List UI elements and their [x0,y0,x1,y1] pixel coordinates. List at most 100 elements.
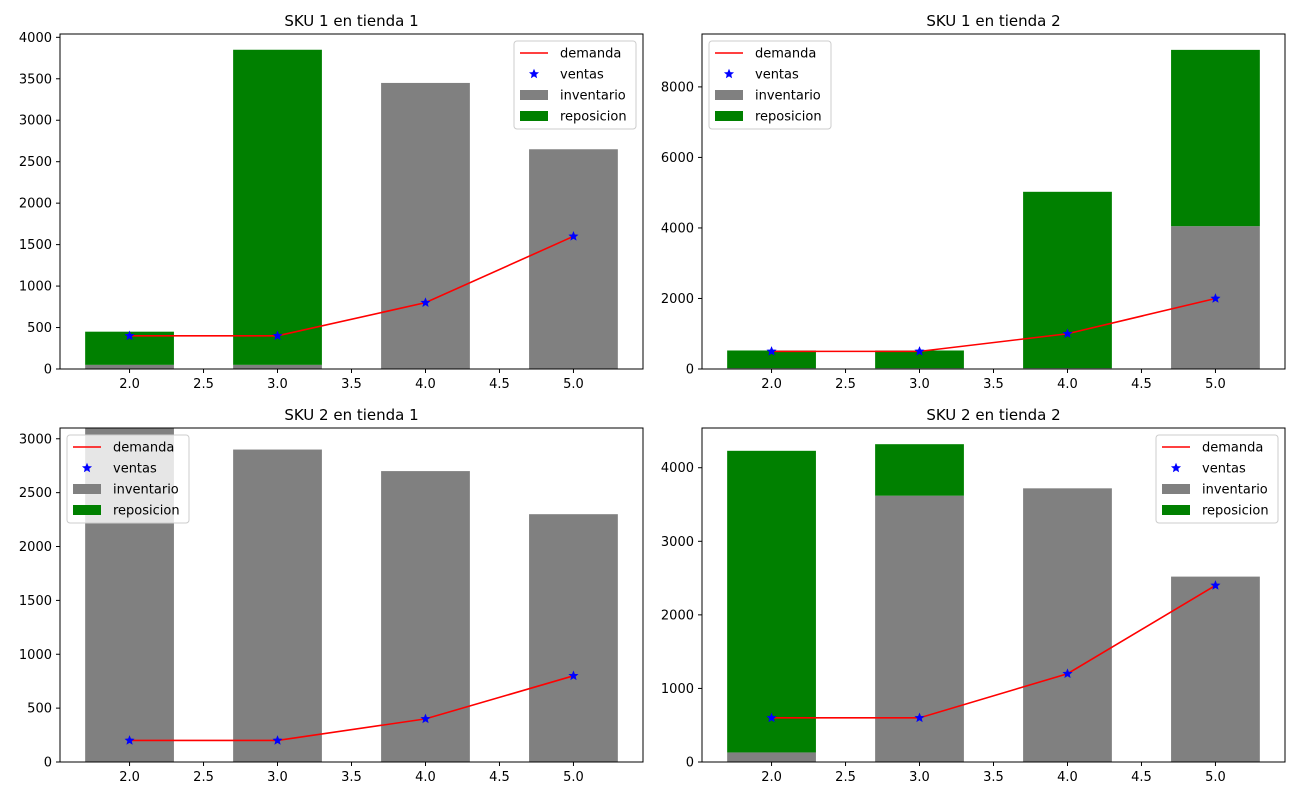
marker-ventas [124,330,135,341]
legend-label-inventario: inventario [113,483,179,498]
legend-label-ventas: ventas [113,462,157,477]
y-tick-label: 2500 [19,486,52,501]
marker-ventas [568,231,579,241]
legend-label-reposicion: reposicion [755,110,822,125]
plot-area [727,49,1260,369]
legend-label-reposicion: reposicion [560,110,627,125]
legend-label-reposicion: reposicion [1202,504,1269,519]
x-tick-label: 2.5 [835,770,856,785]
subplot-1: 2.0 2.5 3.0 3.5 4.0 4.5 5.0 0 500 1000 1500 2000 250… [19,12,644,392]
bar-reposicion [875,350,964,369]
y-tick-label: 0 [44,363,52,378]
bar-reposicion [1023,191,1112,369]
y-tick-label: 6000 [661,151,694,166]
marker-ventas [766,712,777,723]
chart-title: SKU 2 en tienda 2 [926,406,1060,424]
marker-ventas [766,346,777,356]
legend-label-ventas: ventas [1202,462,1246,477]
bar-inventario [381,82,470,369]
chart-title: SKU 1 en tienda 2 [926,12,1060,30]
x-tick-label: 4.5 [1131,770,1152,785]
bar-inventario [1171,576,1260,762]
bar-inventario [529,514,618,762]
legend-handle-inventario [1162,484,1190,494]
x-tick-label: 2.0 [119,377,140,392]
legend-label-demanda: demanda [560,47,621,62]
y-tick-label: 0 [44,756,52,771]
y-tick-label: 500 [27,321,52,336]
x-tick-label: 2.5 [835,377,856,392]
bar-inventario [875,495,964,762]
x-tick-label: 3.0 [909,770,930,785]
legend-label-inventario: inventario [1202,483,1268,498]
plot-area [85,49,618,369]
y-tick-label: 0 [686,756,694,771]
y-tick-label: 4000 [19,31,52,46]
legend-frame [66,434,190,524]
x-tick-label: 2.5 [193,770,214,785]
legend-label-reposicion: reposicion [113,504,180,519]
bar-reposicion [875,444,964,496]
marker-ventas [272,330,283,341]
marker-ventas [1210,580,1221,590]
legend-label-demanda: demanda [755,47,816,62]
line-demanda [771,297,1216,353]
y-tick-label: 500 [27,702,52,717]
marker-ventas [124,735,135,745]
legend-handle-ventas [81,462,93,473]
y-tick-label: 4000 [661,221,694,236]
x-tick-label: 3.0 [267,770,288,785]
legend-handle-inventario [520,90,548,100]
x-tick-label: 5.0 [1205,770,1226,785]
y-tick-label: 2500 [19,155,52,170]
y-tick-label: 3500 [19,72,52,87]
y-tick-label: 3000 [661,535,694,550]
legend-label-inventario: inventario [560,89,626,104]
bar-inventario [727,752,816,762]
legend-frame [708,40,832,130]
legend-handle-reposicion [715,111,743,121]
legend-frame [1155,434,1279,524]
x-tick-label: 4.0 [1057,770,1078,785]
y-tick-label: 1000 [19,280,52,295]
marker-ventas [568,670,579,681]
bar-inventario [529,149,618,369]
x-tick-label: 5.0 [1205,377,1226,392]
x-tick-label: 3.5 [341,377,362,392]
y-tick-label: 0 [686,363,694,378]
marker-ventas [1062,668,1073,679]
marker-ventas [914,712,925,723]
bar-inventario [233,364,322,369]
x-tick-label: 2.0 [761,770,782,785]
line-demanda [129,675,574,742]
legend-label-ventas: ventas [560,68,604,83]
x-tick-label: 2.0 [119,770,140,785]
legend: demanda ventas inventario reposicion [1155,434,1279,524]
y-tick-label: 3000 [19,114,52,129]
y-tick-label: 8000 [661,80,694,95]
x-tick-label: 3.5 [983,377,1004,392]
x-tick-label: 4.0 [415,770,436,785]
legend-handle-inventario [715,90,743,100]
bar-reposicion [1171,49,1260,227]
legend-handle-reposicion [520,111,548,121]
legend-handle-ventas [723,68,735,79]
y-tick-label: 2000 [19,540,52,555]
bar-reposicion [727,350,816,369]
chart-title: SKU 2 en tienda 1 [284,406,418,424]
bar-inventario [233,449,322,762]
y-tick-label: 3000 [19,432,52,447]
y-tick-label: 1500 [19,238,52,253]
y-tick-label: 4000 [661,461,694,476]
marker-ventas [914,346,925,356]
chart-title: SKU 1 en tienda 1 [284,12,418,30]
x-tick-label: 4.5 [489,770,510,785]
x-tick-label: 5.0 [563,377,584,392]
line-demanda [771,584,1216,719]
legend-handle-reposicion [73,505,101,515]
x-tick-label: 4.0 [1057,377,1078,392]
y-tick-label: 2000 [661,292,694,307]
x-tick-label: 2.0 [761,377,782,392]
legend-label-demanda: demanda [1202,441,1263,456]
